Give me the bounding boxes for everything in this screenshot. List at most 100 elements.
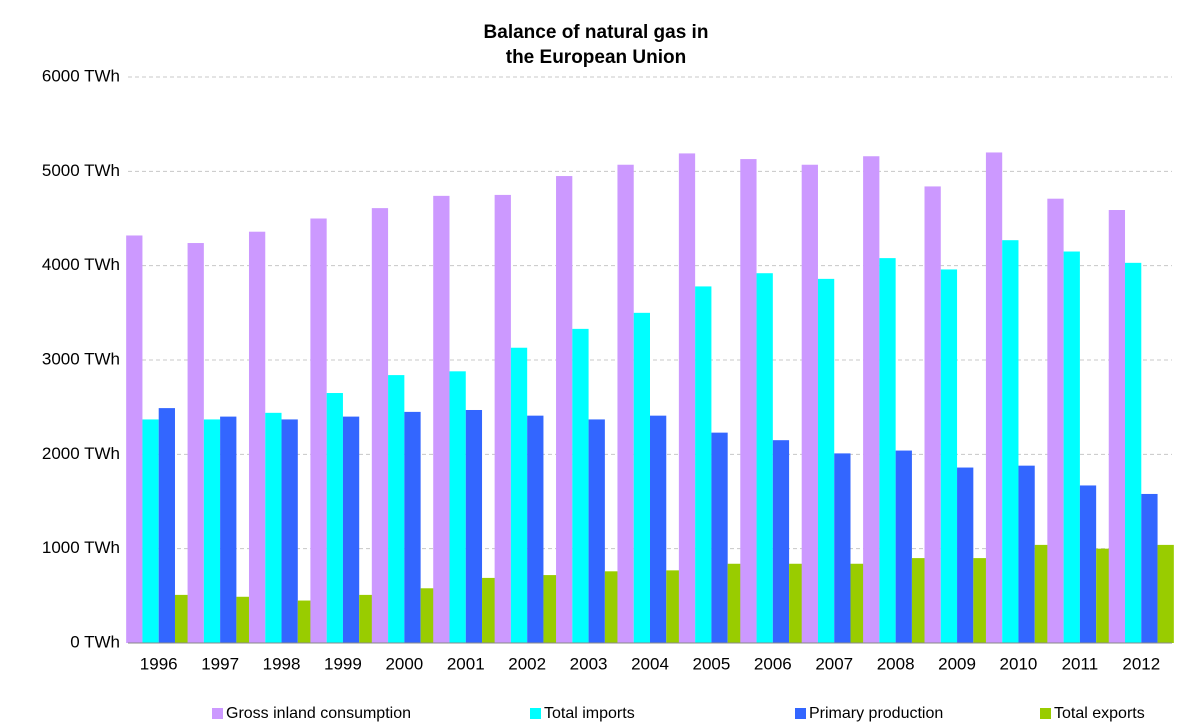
legend-label: Total exports [1054,705,1145,722]
bar [588,419,605,643]
bar [834,453,851,643]
x-tick-label: 2003 [570,654,608,673]
bar [940,269,958,643]
bar [895,450,912,643]
y-tick-label: 3000 TWh [42,349,120,368]
x-tick-label: 2012 [1122,654,1160,673]
bar [174,594,192,643]
bar [126,235,143,644]
x-tick-label: 1998 [263,654,301,673]
bar [203,419,221,643]
bar [772,440,790,643]
bar [494,194,511,643]
bar [142,419,159,643]
y-tick-label: 2000 TWh [42,444,120,463]
bar [527,415,544,643]
legend-swatch [212,708,223,719]
bar [1002,240,1019,644]
bar [1157,544,1174,643]
chart-title: Balance of natural gas in [484,22,709,43]
x-tick-label: 2008 [877,654,915,673]
bar [924,186,941,643]
legend-label: Primary production [809,705,943,722]
x-tick-label: 2006 [754,654,792,673]
bar [911,558,929,643]
bar [187,243,204,643]
bar [740,159,757,643]
x-tick-label: 2005 [692,654,730,673]
x-tick-label: 2004 [631,654,669,673]
chart-title: the European Union [506,47,687,68]
x-tick-label: 2001 [447,654,485,673]
bar [879,258,896,643]
legend-label: Total imports [544,705,635,722]
bar [1034,544,1052,643]
bar [850,563,867,643]
bar [1079,485,1097,643]
y-tick-label: 4000 TWh [42,255,120,274]
x-tick-label: 2000 [385,654,423,673]
bar [1096,548,1113,643]
bar [1108,210,1126,643]
bar [510,347,528,643]
x-tick-label: 2002 [508,654,546,673]
bar [695,286,712,643]
bar [604,571,622,643]
bar [801,164,818,644]
bar [371,208,389,643]
bar [1063,251,1080,643]
legend-swatch [795,708,806,719]
bar [650,415,667,643]
bar [666,570,683,643]
bar [1141,493,1158,643]
bar [482,577,499,643]
x-tick-label: 2010 [1000,654,1038,673]
bar [1125,262,1142,643]
bar [556,176,573,644]
bar [388,375,405,643]
x-tick-label: 2011 [1062,654,1099,673]
x-tick-label: 2009 [938,654,976,673]
bar [404,411,421,643]
bar [973,558,990,643]
bar [265,412,282,643]
bar [297,600,315,643]
bar [465,409,483,643]
bar [310,218,327,643]
bar [789,563,806,643]
bar [248,231,266,643]
bar [711,432,728,643]
bar [326,393,343,643]
y-tick-label: 6000 TWh [42,66,120,85]
bar [633,312,650,643]
bar [543,575,560,643]
y-tick-label: 0 TWh [70,632,120,651]
bar [817,278,835,643]
bar [572,328,589,643]
legend-swatch [530,708,541,719]
bar [433,195,450,644]
x-tick-label: 2007 [815,654,853,673]
bar [236,596,253,643]
bar [1018,465,1035,643]
bar [281,419,298,643]
bar [449,371,466,643]
y-tick-label: 5000 TWh [42,161,120,180]
legend-label: Gross inland consumption [226,705,411,722]
bar [617,164,634,644]
y-tick-label: 1000 TWh [42,538,120,557]
bar [342,416,360,643]
x-tick-label: 1999 [324,654,362,673]
bar [220,416,237,643]
bar [863,156,880,644]
bar [957,467,974,643]
x-tick-label: 1997 [201,654,239,673]
bar [420,588,437,643]
bar [727,563,744,643]
bar [359,594,376,643]
x-tick-label: 1996 [140,654,178,673]
bar [1047,198,1064,643]
bar [678,153,696,643]
bar [985,152,1003,643]
